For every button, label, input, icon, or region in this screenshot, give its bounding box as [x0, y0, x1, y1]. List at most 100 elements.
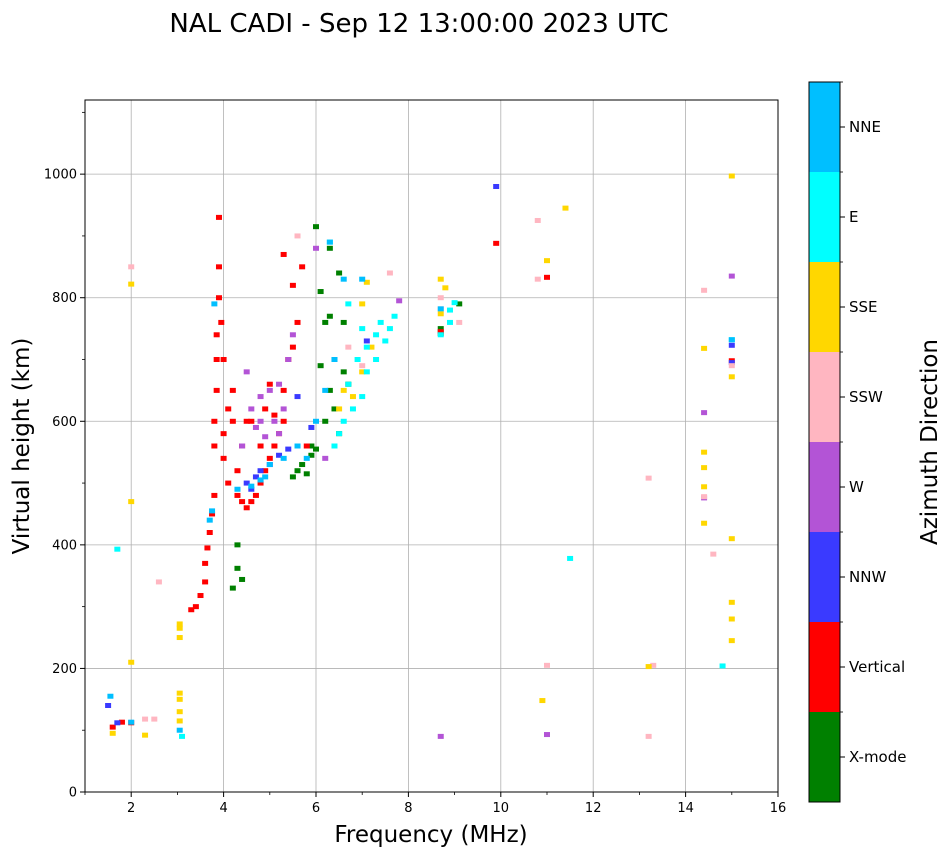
- data-point: [262, 468, 269, 474]
- data-point: [243, 505, 250, 511]
- data-point: [534, 217, 541, 223]
- data-point: [313, 446, 319, 452]
- data-point: [142, 732, 149, 738]
- data-point: [225, 406, 232, 412]
- data-point: [373, 357, 380, 362]
- colorbar-segment: [809, 262, 840, 352]
- colorbar-segment: [809, 712, 840, 802]
- data-point: [109, 724, 116, 730]
- colorbar-segment: [809, 622, 840, 712]
- data-point: [142, 716, 149, 722]
- data-point: [248, 483, 255, 489]
- data-point: [650, 662, 657, 668]
- data-point: [266, 387, 273, 393]
- data-point: [118, 719, 125, 725]
- data-point: [285, 446, 292, 452]
- data-point: [340, 387, 347, 393]
- y-axis-ticks: 0 200 400 600 800 1000: [44, 111, 85, 801]
- data-point: [317, 289, 324, 295]
- data-point: [363, 279, 370, 285]
- data-point: [220, 357, 227, 362]
- data-point: [114, 546, 121, 552]
- x-axis-label: Frequency (MHz): [334, 822, 527, 848]
- series-vertical: [109, 214, 735, 730]
- data-point: [266, 462, 273, 468]
- data-point: [701, 484, 708, 490]
- data-point: [128, 264, 135, 270]
- data-point: [446, 319, 453, 325]
- data-point: [701, 494, 708, 500]
- data-point: [728, 536, 735, 542]
- data-point: [386, 270, 393, 276]
- data-point: [271, 443, 278, 449]
- data-point: [105, 703, 112, 708]
- data-point: [336, 406, 343, 412]
- data-point: [701, 465, 708, 471]
- y-tick-label: 800: [52, 291, 77, 306]
- data-point: [248, 486, 255, 492]
- data-point: [359, 369, 366, 375]
- data-point: [257, 418, 264, 424]
- data-point: [308, 424, 315, 430]
- data-point: [373, 332, 380, 338]
- data-point: [446, 307, 453, 313]
- data-point: [211, 492, 218, 498]
- colorbar-segment: [809, 442, 840, 532]
- data-point: [209, 508, 216, 514]
- data-point: [213, 357, 220, 362]
- data-point: [234, 492, 241, 498]
- colorbar: X-mode Vertical NNW W SSW SSE E NNE: [809, 81, 906, 802]
- data-point: [354, 357, 361, 362]
- data-point: [225, 480, 232, 486]
- data-point: [252, 474, 259, 480]
- data-point: [359, 394, 366, 400]
- x-axis-ticks: 2 4 6 8 10 12 14 16: [84, 792, 786, 816]
- data-point: [280, 387, 287, 393]
- data-point: [289, 344, 296, 350]
- data-point: [308, 452, 315, 458]
- data-point: [257, 480, 264, 486]
- data-point: [202, 579, 209, 585]
- data-point: [363, 369, 370, 375]
- data-point: [442, 285, 449, 291]
- data-point: [215, 214, 222, 220]
- data-point: [213, 332, 220, 338]
- data-point: [359, 363, 366, 369]
- data-point: [326, 239, 333, 245]
- colorbar-category-label: SSE: [849, 298, 878, 316]
- data-point: [728, 638, 735, 644]
- data-point: [204, 545, 211, 551]
- data-point: [382, 338, 389, 344]
- data-point: [701, 449, 708, 455]
- data-point: [239, 576, 246, 582]
- data-point: [303, 455, 310, 461]
- data-point: [493, 184, 500, 189]
- x-tick-label: 8: [404, 801, 412, 816]
- data-point: [313, 245, 319, 251]
- colorbar-label: Azimuth Direction: [917, 339, 943, 545]
- data-point: [211, 418, 218, 424]
- data-point: [299, 462, 306, 468]
- colorbar-frame: [808, 81, 841, 803]
- data-point: [276, 431, 283, 437]
- data-point: [322, 418, 329, 424]
- data-point: [229, 387, 236, 393]
- data-point: [179, 733, 186, 739]
- data-point: [271, 412, 278, 418]
- data-point: [128, 719, 135, 725]
- data-point: [176, 625, 183, 631]
- data-point: [197, 593, 204, 599]
- data-point: [252, 424, 259, 430]
- data-point: [701, 410, 708, 416]
- data-point: [391, 313, 398, 319]
- data-point: [109, 730, 116, 736]
- data-point: [107, 693, 114, 699]
- data-point: [544, 732, 550, 738]
- data-point: [220, 431, 227, 437]
- y-axis-label: Virtual height (km): [9, 338, 35, 555]
- data-point: [451, 300, 458, 306]
- colorbar-segment: [809, 532, 840, 622]
- data-point: [176, 718, 183, 724]
- data-point: [192, 604, 199, 610]
- data-point: [266, 381, 273, 387]
